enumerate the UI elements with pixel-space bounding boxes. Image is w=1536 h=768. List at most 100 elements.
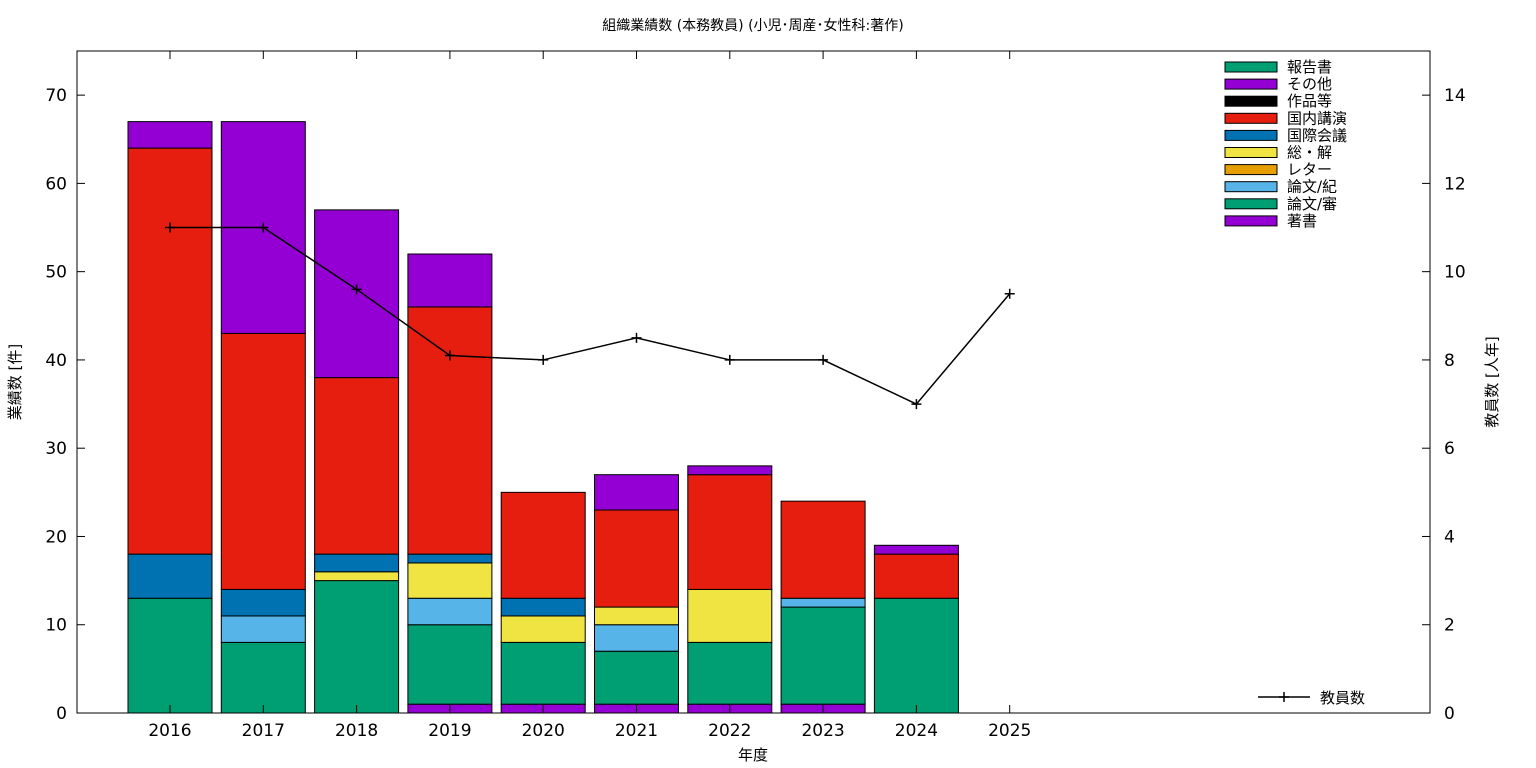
bar-segment — [687, 474, 773, 590]
y-tick-label: 0 — [56, 704, 67, 724]
line-point — [911, 399, 922, 410]
y2-tick-label: 14 — [1444, 86, 1466, 106]
bar-segment — [594, 624, 679, 652]
bar-segment — [780, 597, 866, 608]
line-point — [444, 350, 455, 361]
bar-segment — [127, 121, 213, 149]
plot-frame — [76, 50, 1431, 714]
bar-segment — [594, 650, 679, 705]
bar-segment — [314, 553, 400, 573]
legend-swatch — [1224, 181, 1278, 193]
legend-label: 報告書 — [1287, 58, 1332, 76]
x-axis: 2016 2017 2018 2019 2020 2021 2022 2023 2024 2025 — [148, 51, 1031, 741]
y2-tick-label: 6 — [1444, 439, 1455, 459]
line-legend-label: 教員数 — [1320, 689, 1365, 707]
bar-segment — [127, 553, 213, 599]
x-tick-label: 2020 — [522, 721, 565, 741]
line-legend: 教員数 — [1258, 689, 1365, 707]
bar-segment — [220, 588, 306, 617]
line-layer — [165, 222, 1015, 410]
x-tick-label: 2016 — [148, 721, 191, 741]
y-tick-label: 30 — [45, 439, 67, 459]
bar-segment — [500, 641, 586, 705]
y2-axis: 0 2 4 6 8 10 12 14 — [1444, 86, 1466, 724]
x-tick-label: 2017 — [242, 721, 285, 741]
legend-swatch — [1224, 112, 1278, 124]
bar-segment — [873, 553, 959, 599]
legend-label: その他 — [1287, 75, 1332, 93]
legend-swatch — [1224, 129, 1278, 141]
bar-segment — [127, 147, 213, 555]
x-axis-label: 年度 — [738, 746, 768, 764]
y-tick-label: 60 — [45, 174, 67, 194]
legend-swatch — [1224, 147, 1278, 158]
line-legend-marker — [1279, 692, 1289, 702]
bar-segment — [220, 615, 306, 643]
x-tick-label: 2021 — [615, 721, 658, 741]
bar-segment — [220, 332, 306, 590]
bar-segment — [407, 597, 493, 626]
x-tick-label: 2022 — [708, 721, 751, 741]
y-axis: 0 10 20 30 40 50 60 70 — [45, 86, 1430, 724]
legend-swatch — [1224, 61, 1278, 73]
chart-title: 組織業績数 (本務教員) (小児･周産･女性科:著作) — [602, 17, 903, 34]
legend-label: 論文/紀 — [1287, 178, 1337, 196]
y2-tick-label: 4 — [1444, 527, 1455, 547]
line-point — [165, 222, 175, 233]
bar-segment — [500, 491, 586, 599]
bar-segment — [314, 377, 400, 555]
y2-tick-label: 10 — [1444, 263, 1466, 283]
line-point — [818, 354, 829, 365]
legend-label: 国内講演 — [1287, 109, 1347, 127]
bar-layer — [127, 121, 959, 714]
x-tick-label: 2025 — [988, 721, 1031, 741]
y-tick-label: 40 — [45, 351, 67, 371]
bar-segment — [407, 562, 493, 599]
bar-segment — [873, 544, 959, 555]
bar-segment — [407, 553, 493, 564]
legend-swatch — [1224, 198, 1278, 210]
x-tick-label: 2023 — [801, 721, 844, 741]
line-point — [258, 222, 269, 233]
bar-segment — [314, 580, 400, 714]
y-tick-label: 20 — [45, 527, 67, 547]
y-axis-label: 業績数 [件] — [6, 344, 24, 420]
bar-segment — [687, 641, 773, 705]
legend-label: レター — [1287, 161, 1332, 179]
bar-segment — [407, 253, 493, 308]
y-tick-label: 10 — [45, 616, 67, 636]
legend-swatch — [1224, 78, 1278, 90]
y2-axis-label: 教員数 [人年] — [1483, 336, 1501, 427]
y2-tick-label: 0 — [1444, 704, 1455, 724]
line-point — [351, 284, 362, 295]
bar-segment — [407, 306, 493, 555]
bar-segment — [780, 500, 866, 599]
bar-segment — [594, 509, 679, 608]
bar-segment — [500, 615, 586, 643]
legend-label: 作品等 — [1287, 92, 1332, 110]
line-path — [170, 226, 1011, 405]
bar-segment — [687, 465, 773, 476]
y2-tick-label: 8 — [1444, 351, 1455, 371]
bar-segment — [594, 606, 679, 626]
bar-segment — [780, 606, 866, 705]
y-tick-label: 70 — [45, 86, 67, 106]
line-point — [1004, 288, 1015, 299]
legend-label: 総・解 — [1287, 144, 1332, 162]
legend-label: 国際会議 — [1287, 126, 1347, 144]
line-point — [724, 354, 735, 365]
bar-segment — [594, 474, 679, 511]
bar-segment — [873, 597, 959, 714]
line-point — [631, 332, 642, 343]
legend-swatch — [1224, 95, 1278, 107]
legend-label: 著書 — [1287, 212, 1317, 230]
x-tick-label: 2024 — [895, 721, 938, 741]
y-tick-label: 50 — [45, 263, 67, 283]
x-tick-label: 2018 — [335, 721, 378, 741]
legend-label: 論文/審 — [1287, 195, 1337, 213]
y2-tick-label: 12 — [1444, 174, 1466, 194]
legend-swatch — [1224, 215, 1278, 227]
legend-swatch — [1224, 164, 1278, 176]
